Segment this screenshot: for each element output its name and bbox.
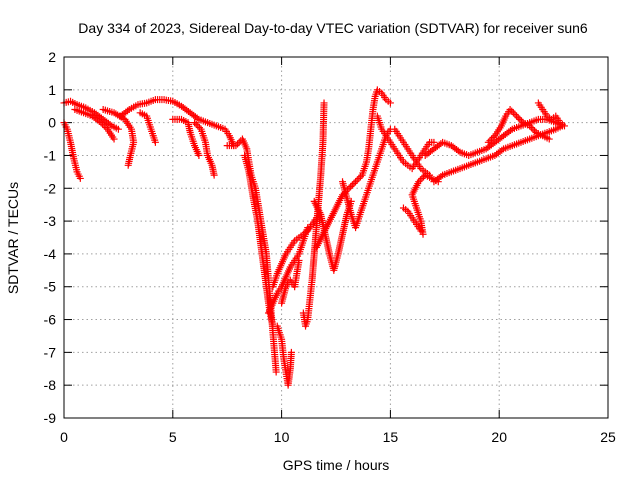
data-point	[560, 122, 568, 130]
data-point	[97, 119, 105, 127]
y-tick-label: 0	[48, 115, 56, 131]
data-point	[488, 135, 496, 143]
x-tick-label: 20	[491, 429, 507, 445]
data-point	[114, 125, 122, 133]
x-tick-label: 25	[600, 429, 616, 445]
data-point	[287, 348, 295, 356]
data-point	[348, 181, 356, 189]
chart-title: Day 334 of 2023, Sidereal Day-to-day VTE…	[78, 20, 588, 36]
series-trace-4	[99, 106, 138, 169]
data-point	[295, 256, 303, 264]
data-point	[513, 112, 521, 120]
series-trace-2	[60, 97, 122, 133]
data-point	[486, 137, 494, 145]
data-point	[527, 124, 535, 132]
data-point	[235, 138, 243, 146]
data-point	[386, 99, 394, 107]
grid	[64, 57, 608, 418]
series-trace-24	[484, 106, 553, 146]
data-point	[320, 99, 328, 107]
data-points	[60, 86, 568, 389]
data-point	[508, 107, 516, 115]
data-point	[545, 135, 553, 143]
data-point	[352, 178, 360, 186]
x-tick-label: 0	[60, 429, 68, 445]
y-tick-label: 2	[48, 49, 56, 65]
y-tick-label: -8	[44, 377, 57, 393]
y-tick-label: -4	[44, 246, 57, 262]
data-point	[529, 125, 537, 133]
data-point	[210, 171, 218, 179]
data-point	[195, 124, 203, 132]
series-trace-14	[278, 256, 303, 307]
x-tick-label: 10	[274, 429, 290, 445]
series-trace-17	[312, 86, 394, 251]
x-axis-label: GPS time / hours	[283, 457, 390, 473]
y-tick-label: -1	[44, 147, 57, 163]
data-point	[430, 138, 438, 146]
y-tick-label: -3	[44, 213, 57, 229]
plot-frame	[63, 56, 609, 419]
data-point	[415, 178, 423, 186]
y-tick-label: -6	[44, 312, 57, 328]
data-point	[514, 114, 522, 122]
series-trace-21	[399, 171, 442, 238]
data-point	[347, 183, 355, 191]
axis-ticks	[63, 56, 609, 419]
data-point	[511, 110, 519, 118]
data-point	[99, 120, 107, 128]
data-point	[526, 122, 534, 130]
y-tick-label: 1	[48, 82, 56, 98]
data-point	[355, 174, 363, 182]
data-point	[234, 140, 242, 148]
series-trace-5	[117, 96, 238, 150]
data-point	[506, 106, 514, 114]
data-point	[191, 119, 199, 127]
y-axis-label: SDTVAR / TECUs	[5, 182, 21, 294]
y-tick-label: -7	[44, 344, 57, 360]
x-tick-label: 5	[169, 429, 177, 445]
series-trace-11	[265, 224, 312, 317]
data-point	[272, 368, 280, 376]
data-point	[232, 142, 240, 150]
series-trace-13	[273, 322, 295, 389]
data-point	[418, 174, 426, 182]
x-tick-label: 15	[383, 429, 399, 445]
series-trace-8	[191, 119, 218, 179]
data-point	[489, 133, 497, 141]
data-point	[516, 115, 524, 123]
y-tick-label: -9	[44, 410, 57, 426]
data-point	[531, 127, 539, 135]
data-point	[124, 161, 132, 169]
y-tick-label: -2	[44, 180, 57, 196]
data-point	[416, 176, 424, 184]
data-point	[484, 138, 492, 146]
data-point	[194, 122, 202, 130]
series-trace-6	[136, 109, 159, 146]
data-point	[100, 122, 108, 130]
data-point	[102, 124, 110, 132]
data-point	[509, 109, 517, 117]
data-point	[350, 179, 358, 187]
data-point	[195, 151, 203, 159]
data-point	[151, 138, 159, 146]
data-point	[192, 120, 200, 128]
data-point	[76, 174, 84, 182]
series-trace-7	[169, 115, 203, 159]
data-point	[353, 176, 361, 184]
series-trace-25	[534, 99, 568, 130]
y-tick-label: -5	[44, 279, 57, 295]
series-trace-18	[339, 125, 394, 232]
series-trace-23	[430, 122, 566, 186]
data-point	[356, 173, 364, 181]
data-point	[110, 135, 118, 143]
series-trace-3	[71, 106, 118, 143]
series-trace-19	[373, 112, 438, 173]
data-point	[518, 117, 526, 125]
